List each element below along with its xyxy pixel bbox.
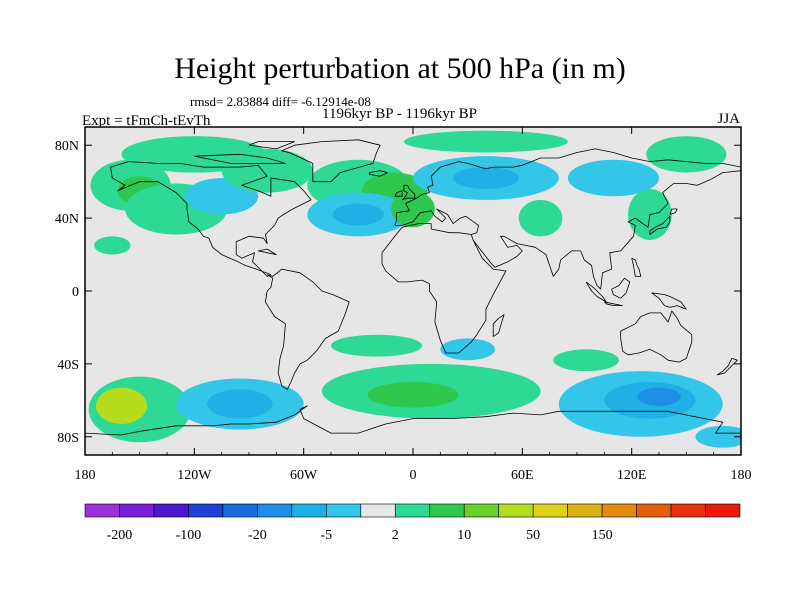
anomaly-region xyxy=(391,190,435,228)
colorbar-swatch xyxy=(326,503,362,518)
coastline xyxy=(401,184,416,201)
coastline xyxy=(194,153,286,164)
page-title: Height perturbation at 500 hPa (in m) xyxy=(174,52,626,85)
coastline xyxy=(85,405,741,436)
colorbar-label: -5 xyxy=(320,528,332,543)
coastline xyxy=(281,139,381,183)
colorbar-swatch xyxy=(222,503,258,518)
colorbar-swatch xyxy=(705,503,741,518)
rmsd-stats: rmsd= 2.83884 diff= -6.12914e-08 xyxy=(190,94,371,109)
lon-tick-label: 60W xyxy=(290,468,318,483)
colorbar-swatch xyxy=(84,503,120,518)
coastline xyxy=(368,170,388,177)
coastline xyxy=(248,141,295,150)
season-label: JJA xyxy=(717,111,740,127)
colorbar-label: 150 xyxy=(592,528,613,543)
coastline xyxy=(394,148,741,226)
anomaly-region xyxy=(440,338,495,361)
colorbar-swatch xyxy=(188,503,224,518)
period-subtitle: 1196kyr BP - 1196kyr BP xyxy=(322,106,478,122)
anomaly-region xyxy=(367,382,459,408)
colorbar-swatch xyxy=(636,503,672,518)
anomaly-region xyxy=(331,334,423,357)
colorbar-swatch xyxy=(360,503,396,518)
colorbar-label: 2 xyxy=(392,528,399,543)
colorbar-swatch xyxy=(153,503,189,518)
lat-tick-label: 0 xyxy=(72,285,79,300)
anomaly-region xyxy=(646,136,727,173)
colorbar: -200 -100 -20 -5 2 10 50 150 xyxy=(84,503,741,543)
coastline xyxy=(604,301,623,306)
anomaly-region xyxy=(95,387,147,425)
lon-tick-label: 0 xyxy=(410,468,417,483)
anomaly-region xyxy=(553,349,619,372)
colorbar-swatch xyxy=(498,503,534,518)
anomaly-region xyxy=(221,148,313,193)
coastline xyxy=(611,277,631,299)
colorbar-swatch xyxy=(257,503,293,518)
coastline xyxy=(716,358,738,376)
anomaly-region xyxy=(518,199,563,237)
colorbar-swatch xyxy=(119,503,155,518)
colorbar-swatch xyxy=(394,503,431,518)
coastline xyxy=(669,208,678,215)
lat-tick-label: 40N xyxy=(55,212,79,227)
lon-tick-label: 120E xyxy=(617,468,647,483)
coastline xyxy=(381,208,507,354)
coastline xyxy=(265,268,350,390)
coastlines xyxy=(85,139,741,436)
lon-tick-label: 120W xyxy=(177,468,212,483)
coastline xyxy=(649,215,671,235)
map-axes: 180 120W 60W 0 60E 120E 180 80N 40N 0 40S 80S xyxy=(55,127,752,483)
anomaly-region xyxy=(453,167,519,189)
colorbar-swatch xyxy=(429,503,465,518)
anomaly-region xyxy=(207,389,273,419)
colorbar-label: -200 xyxy=(107,528,133,543)
lon-tick-label: 180 xyxy=(731,468,752,483)
coastline xyxy=(258,248,277,255)
colorbar-label: 10 xyxy=(457,528,471,543)
coastline xyxy=(110,161,312,277)
lat-tick-label: 40S xyxy=(57,358,79,373)
colorbar-label: -100 xyxy=(176,528,202,543)
coastline xyxy=(472,170,741,290)
colorbar-swatch xyxy=(567,503,603,518)
coastline xyxy=(651,292,687,310)
anomaly-region xyxy=(637,387,681,406)
coastline xyxy=(631,257,642,277)
anomaly-region xyxy=(567,159,659,197)
anomaly-region xyxy=(332,203,384,226)
anomaly-region xyxy=(94,236,131,255)
lon-tick-label: 60E xyxy=(511,468,534,483)
coastline xyxy=(620,310,693,363)
lon-tick-label: 180 xyxy=(75,468,96,483)
colorbar-swatch xyxy=(670,503,706,518)
coastline xyxy=(492,314,505,337)
coastline xyxy=(394,190,403,197)
colorbar-label: 50 xyxy=(526,528,540,543)
experiment-label: Expt = tFmCh-tEvTh xyxy=(82,113,211,129)
lat-tick-label: 80N xyxy=(55,139,79,154)
colorbar-swatch xyxy=(601,503,637,518)
lat-tick-label: 80S xyxy=(57,431,79,446)
anomaly-region xyxy=(403,130,568,153)
colorbar-label: -20 xyxy=(248,528,267,543)
colorbar-swatch xyxy=(463,503,499,518)
anomaly-region xyxy=(695,425,741,448)
colorbar-swatch xyxy=(291,503,327,518)
colorbar-swatch xyxy=(532,503,568,518)
